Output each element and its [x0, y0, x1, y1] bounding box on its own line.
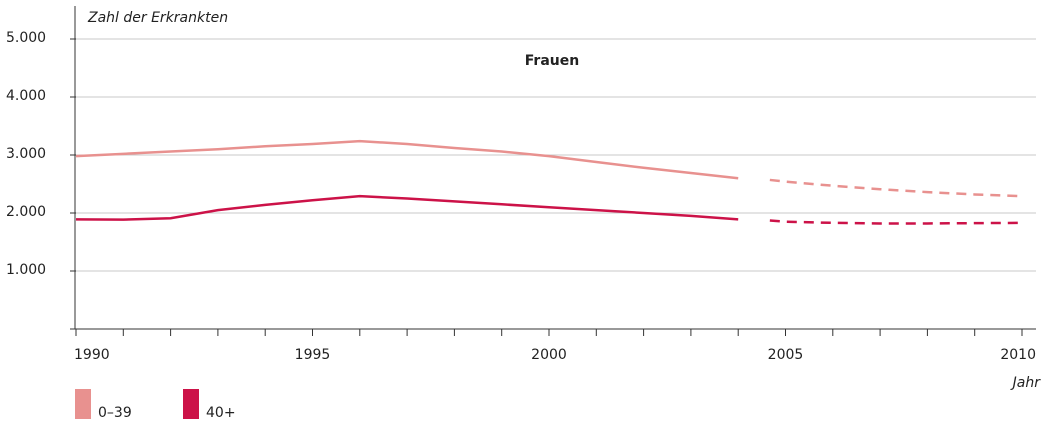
y-tick-label: 3.000: [6, 146, 46, 162]
line-projection: [769, 219, 1023, 225]
line-projection: [769, 178, 1023, 198]
y-tick-label: 4.000: [6, 88, 46, 104]
legend-label: 40+: [206, 405, 236, 421]
x-tick-label: 2000: [531, 347, 567, 363]
chart-title: Frauen: [525, 53, 579, 69]
y-tick-label: 2.000: [6, 204, 46, 220]
x-tick-label: 2005: [768, 347, 804, 363]
x-axis-title: Jahr: [1010, 375, 1042, 391]
x-tick-label: 2010: [1000, 347, 1036, 363]
y-tick-label: 5.000: [6, 30, 46, 46]
legend-swatch: [183, 389, 199, 419]
x-tick-label: 1990: [74, 347, 110, 363]
y-axis-title: Zahl der Erkrankten: [87, 10, 228, 26]
y-tick-label: 1.000: [6, 262, 46, 278]
legend-swatch: [75, 389, 91, 419]
x-tick-label: 1995: [295, 347, 331, 363]
line-series: [75, 194, 739, 221]
line-series: [75, 139, 739, 180]
legend-label: 0–39: [98, 405, 132, 421]
